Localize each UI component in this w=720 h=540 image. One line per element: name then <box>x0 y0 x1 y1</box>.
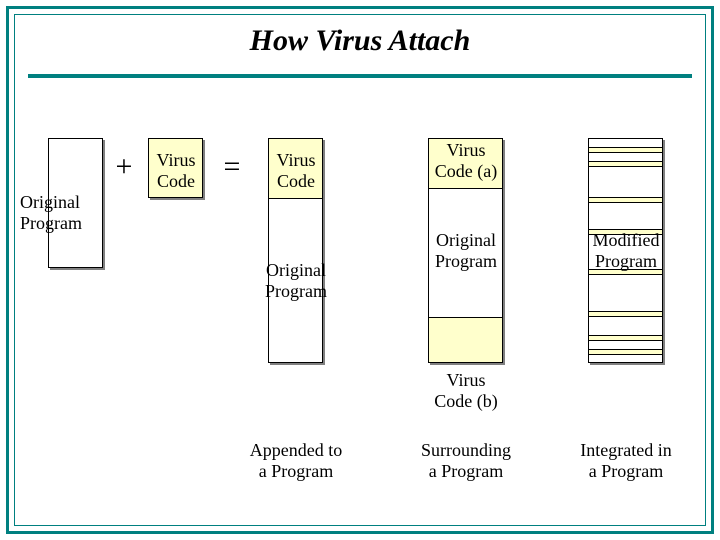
caption-appended: Appended toa Program <box>236 440 356 481</box>
virus-code-label: VirusCode <box>126 150 226 191</box>
caption-integrated: Integrated ina Program <box>566 440 686 481</box>
stripe <box>589 311 662 317</box>
original-program-label: OriginalProgram <box>20 192 110 233</box>
stripe <box>589 349 662 355</box>
modified-program-label: ModifiedProgram <box>576 230 676 271</box>
stripe <box>589 335 662 341</box>
appended-virus-label: VirusCode <box>246 150 346 191</box>
title-underline <box>28 74 692 78</box>
surround-virus-b-label: VirusCode (b) <box>416 370 516 411</box>
appended-program-label: OriginalProgram <box>246 260 346 301</box>
slide-title: How Virus Attach <box>0 24 720 58</box>
equals-operator: = <box>220 150 244 184</box>
stripe <box>589 147 662 153</box>
virus-code-text: VirusCode <box>157 150 196 191</box>
surround-virus-b-segment <box>429 317 502 362</box>
stripe <box>589 161 662 167</box>
caption-surrounding: Surroundinga Program <box>406 440 526 481</box>
surround-virus-a-label: VirusCode (a) <box>416 140 516 181</box>
diagram-area: OriginalProgram + VirusCode = VirusCode … <box>28 120 692 512</box>
original-program-text: OriginalProgram <box>20 192 82 233</box>
surround-program-label: OriginalProgram <box>416 230 516 271</box>
stripe <box>589 197 662 203</box>
